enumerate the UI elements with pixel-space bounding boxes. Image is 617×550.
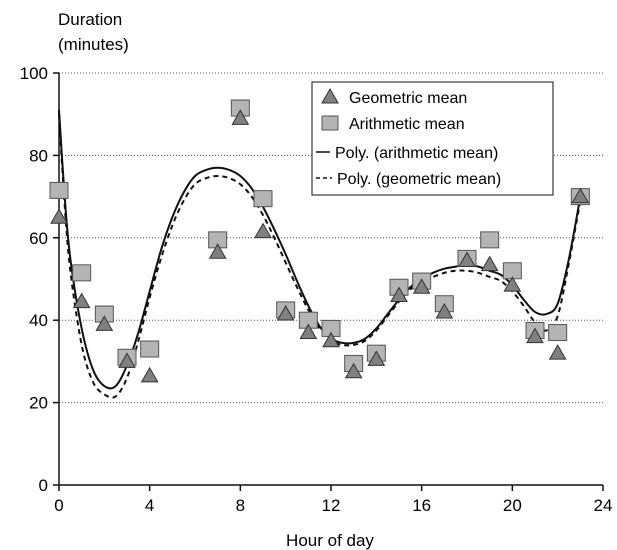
point-series-0-5 bbox=[208, 243, 227, 259]
y-tick-label-3: 60 bbox=[29, 229, 48, 248]
point-series-0-3 bbox=[118, 352, 136, 368]
legend-label-poly-geometric: Poly. (geometric mean) bbox=[337, 171, 501, 188]
y-tick-label-0: 0 bbox=[39, 476, 48, 495]
point-series-0-14 bbox=[412, 278, 431, 294]
legend: Geometric mean Arithmetic mean Poly. (ar… bbox=[311, 81, 554, 196]
x-tick-label-5: 20 bbox=[503, 496, 522, 515]
point-series-0-19 bbox=[526, 327, 544, 344]
legend-marker-geometric-mean bbox=[321, 87, 339, 104]
point-series-0-20 bbox=[548, 344, 567, 360]
point-series-1-4 bbox=[140, 340, 160, 358]
point-series-0-11 bbox=[344, 362, 363, 379]
point-series-1-1 bbox=[72, 264, 92, 282]
x-tick-label-3: 12 bbox=[322, 496, 341, 515]
y-tick-label-5: 100 bbox=[20, 64, 48, 83]
x-tick-label-0: 0 bbox=[54, 496, 63, 515]
legend-label-geometric-mean: Geometric mean bbox=[349, 90, 467, 107]
legend-label-arithmetic-mean: Arithmetic mean bbox=[349, 116, 465, 133]
tick-labels: 0 20 40 60 80 100 0 4 8 12 16 20 24 bbox=[20, 64, 613, 515]
point-series-0-15 bbox=[435, 302, 454, 319]
trend-line-3 bbox=[58, 114, 582, 399]
legend-label-poly-arithmetic: Poly. (arithmetic mean) bbox=[335, 145, 498, 162]
y-tick-label-4: 80 bbox=[29, 146, 48, 165]
y-axis-title-line-1: Duration bbox=[58, 10, 122, 29]
x-tick-label-6: 24 bbox=[594, 496, 613, 515]
legend-marker-arithmetic-mean bbox=[321, 115, 339, 131]
point-series-0-8 bbox=[276, 305, 295, 321]
point-series-0-1 bbox=[72, 292, 91, 309]
point-series-0-17 bbox=[480, 255, 499, 272]
x-tick-label-4: 16 bbox=[412, 496, 431, 515]
x-tick-label-1: 4 bbox=[145, 496, 154, 515]
x-axis-title: Hour of day bbox=[286, 531, 374, 550]
point-series-0-18 bbox=[503, 276, 522, 292]
point-series-0-6 bbox=[231, 109, 250, 125]
point-series-1-20 bbox=[548, 324, 568, 342]
legend-box bbox=[311, 81, 554, 196]
point-series-1-7 bbox=[253, 190, 273, 208]
x-tick-label-2: 8 bbox=[236, 496, 245, 515]
point-series-1-17 bbox=[480, 231, 500, 249]
point-series-0-4 bbox=[140, 366, 159, 383]
y-tick-label-1: 20 bbox=[29, 394, 48, 413]
point-series-0-9 bbox=[299, 323, 318, 340]
y-axis-title-line-2: (minutes) bbox=[58, 35, 129, 54]
point-series-0-10 bbox=[322, 331, 340, 348]
point-series-0-21 bbox=[571, 187, 590, 204]
point-series-0-2 bbox=[95, 315, 114, 331]
point-series-0-0 bbox=[50, 208, 68, 224]
point-series-0-7 bbox=[254, 222, 272, 239]
point-series-0-13 bbox=[390, 286, 408, 302]
point-series-1-0 bbox=[49, 181, 69, 199]
point-series-0-12 bbox=[367, 350, 386, 366]
data-markers bbox=[49, 99, 590, 383]
y-tick-label-2: 40 bbox=[29, 311, 48, 330]
point-series-0-16 bbox=[458, 251, 476, 267]
